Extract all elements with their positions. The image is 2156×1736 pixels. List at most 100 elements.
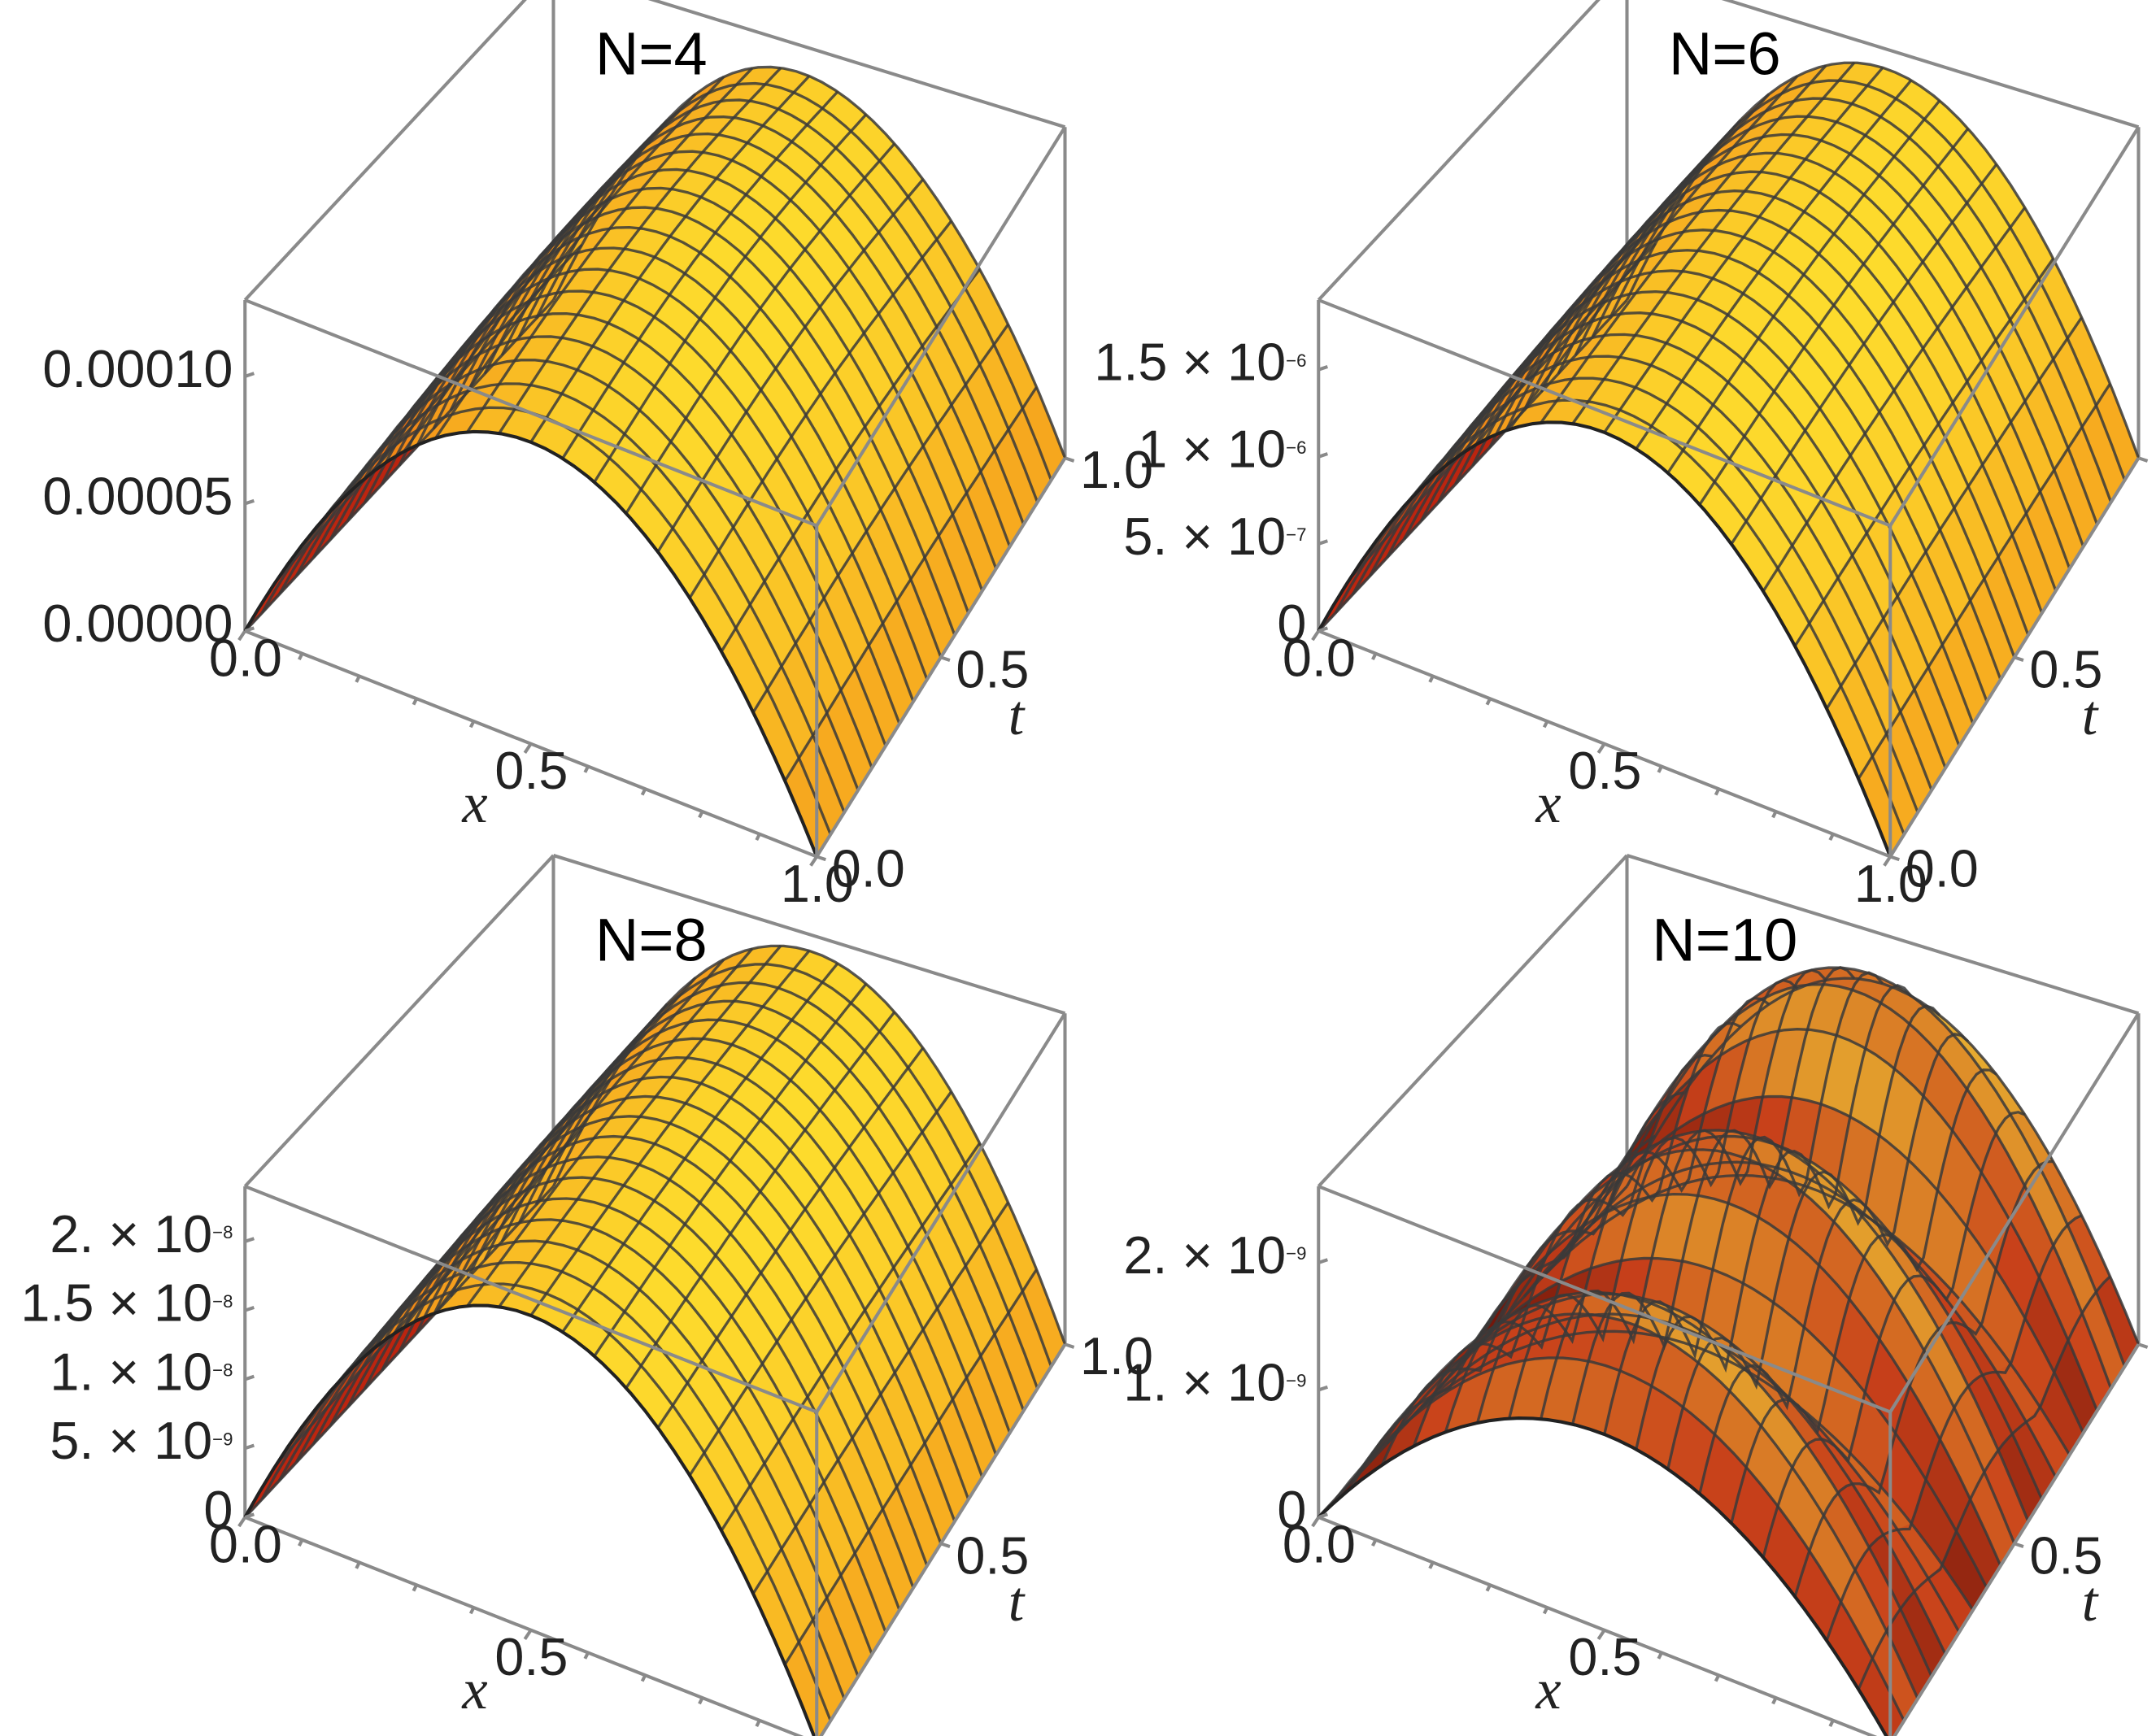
t-tick-label: 0.5 <box>956 1525 1029 1585</box>
x-tick-mark <box>523 1629 533 1640</box>
t-axis-label: t <box>2082 684 2099 747</box>
mesh-line <box>415 1094 956 1522</box>
box-edge <box>243 854 555 1188</box>
x-minor-tick <box>1542 1607 1549 1615</box>
z-tick-label: 0 <box>1277 594 1306 653</box>
t-tick-label: 1.0 <box>1080 440 1153 499</box>
plot-title: N=4 <box>595 20 708 88</box>
t-tick-mark <box>2137 456 2149 463</box>
mesh-line <box>551 944 1067 1345</box>
t-tick-label: 0.0 <box>1906 1725 1979 1736</box>
x-minor-tick <box>1771 811 1778 819</box>
x-tick-mark <box>1596 742 1606 754</box>
x-tick-mark <box>523 742 533 754</box>
mesh-line <box>1437 1256 1988 1589</box>
mesh-line <box>466 1037 998 1455</box>
x-minor-tick <box>1371 652 1378 661</box>
plot-group: 0.0 0.5 1.0 x 0.0 0.5 1.0 t 0.00000 0.00005 0.0001… <box>42 0 1153 913</box>
mesh-line <box>1608 966 2127 1368</box>
t-tick-label: 0.0 <box>1906 839 1979 898</box>
x-minor-tick <box>755 833 761 842</box>
z-tick-mark <box>244 1305 255 1312</box>
box-edge-front <box>1318 1185 1891 1414</box>
plot-group: 0.0 0.5 1.0 x 0.0 0.5 1.0 t 0 5. × 10−9 1. × 10−8 1… <box>20 854 1153 1736</box>
mesh-line <box>1369 1290 1933 1677</box>
z-tick-label: 2. × 10−8 <box>50 1204 233 1264</box>
box-edge <box>1317 854 1628 1188</box>
x-tick-mark <box>237 629 246 642</box>
mesh-line <box>1488 208 2030 636</box>
mesh-line <box>1352 1312 1919 1699</box>
mesh-line <box>415 206 956 636</box>
z-tick-mark <box>1318 1258 1328 1264</box>
plot-group: 0.0 0.5 1.0 x 0.0 0.5 1.0 t 0 5. × 10−7 1 × 10−6 1.… <box>1094 0 2156 913</box>
t-tick-mark <box>2014 1542 2024 1549</box>
surface-svg-n8: 0.0 0.5 1.0 x 0.0 0.5 1.0 t 0 5. × 10−9 1. × 10−8 1… <box>20 854 1153 1736</box>
mesh-line <box>517 981 1039 1390</box>
z-tick-label: 1. × 10−8 <box>50 1342 233 1401</box>
t-tick-label: 1.0 <box>1080 1326 1153 1386</box>
mesh-line <box>1420 1329 1975 1612</box>
z-tick-mark <box>244 626 255 633</box>
mesh-line <box>1591 983 2113 1390</box>
x-tick-label: 0.0 <box>1283 629 1356 688</box>
mesh-line <box>449 168 984 592</box>
t-tick-mark <box>940 655 951 663</box>
t-tick-mark <box>940 1542 951 1549</box>
z-tick-mark <box>1318 1385 1328 1392</box>
z-tick-mark <box>1318 539 1328 546</box>
x-tick-label: 0.5 <box>494 1627 568 1686</box>
x-tick-label: 0.5 <box>1568 741 1641 800</box>
t-axis-label: t <box>2082 1570 2099 1634</box>
surface-svg-n4: 0.0 0.5 1.0 x 0.0 0.5 1.0 t 0.00000 0.00005 0.0001… <box>42 0 1153 913</box>
z-tick-mark <box>1318 365 1328 372</box>
mesh-line <box>398 225 943 658</box>
x-minor-tick <box>298 652 304 661</box>
x-minor-tick <box>1828 1719 1835 1728</box>
t-tick-label: 0.5 <box>2029 639 2102 698</box>
surface-plot-n8: 0.0 0.5 1.0 x 0.0 0.5 1.0 t 0 5. × 10−9 1. × 10−8 1… <box>16 854 1153 1736</box>
mesh-line <box>1505 1134 2044 1500</box>
mesh-line <box>449 1055 984 1478</box>
z-tick-label: 0.00000 <box>42 594 233 653</box>
plot-title: N=8 <box>595 907 708 974</box>
t-tick-mark <box>1889 855 1900 862</box>
x-minor-tick <box>698 811 704 819</box>
x-minor-tick <box>640 788 647 796</box>
x-tick-label: 1.0 <box>1854 854 1927 913</box>
x-tick-label: 0.0 <box>209 629 282 688</box>
z-tick-mark <box>1318 626 1328 633</box>
t-tick-mark <box>2137 1342 2149 1349</box>
t-tick-mark <box>1064 1342 1075 1349</box>
x-tick-mark <box>1883 855 1892 867</box>
x-minor-tick <box>1828 833 1835 842</box>
x-minor-tick <box>1771 1697 1778 1705</box>
mesh-line <box>381 246 929 681</box>
x-minor-tick <box>698 1697 704 1705</box>
x-minor-tick <box>1714 788 1721 796</box>
x-minor-tick <box>412 698 418 706</box>
z-tick-label: 1.5 × 10−6 <box>1094 333 1306 392</box>
surface-svg-n6: 0.0 0.5 1.0 x 0.0 0.5 1.0 t 0 5. × 10−7 1 × 10−6 1.… <box>1094 0 2156 913</box>
x-minor-tick <box>1542 720 1549 729</box>
x-minor-tick <box>298 1538 304 1547</box>
box-edge <box>243 0 527 302</box>
t-tick-mark <box>2014 655 2024 663</box>
t-axis-label: t <box>1008 1570 1026 1634</box>
mesh-line <box>1574 115 2099 525</box>
x-tick-label: 0.0 <box>209 1515 282 1574</box>
mesh-line <box>432 186 970 614</box>
z-tick-mark <box>244 372 255 378</box>
mesh-line <box>1454 249 2002 681</box>
x-axis-label: x <box>1535 1658 1561 1721</box>
z-tick-label: 0.00010 <box>42 339 233 398</box>
box-edge <box>647 0 1066 129</box>
mesh-line <box>432 1075 970 1500</box>
z-tick-mark <box>244 1237 255 1243</box>
x-minor-tick <box>1485 698 1492 706</box>
z-tick-label: 1. × 10−9 <box>1123 1352 1306 1412</box>
x-minor-tick <box>468 1607 476 1615</box>
x-axis-label: x <box>1535 772 1561 835</box>
t-tick-label: 1.0 <box>2154 440 2156 499</box>
mesh-line <box>500 999 1026 1412</box>
